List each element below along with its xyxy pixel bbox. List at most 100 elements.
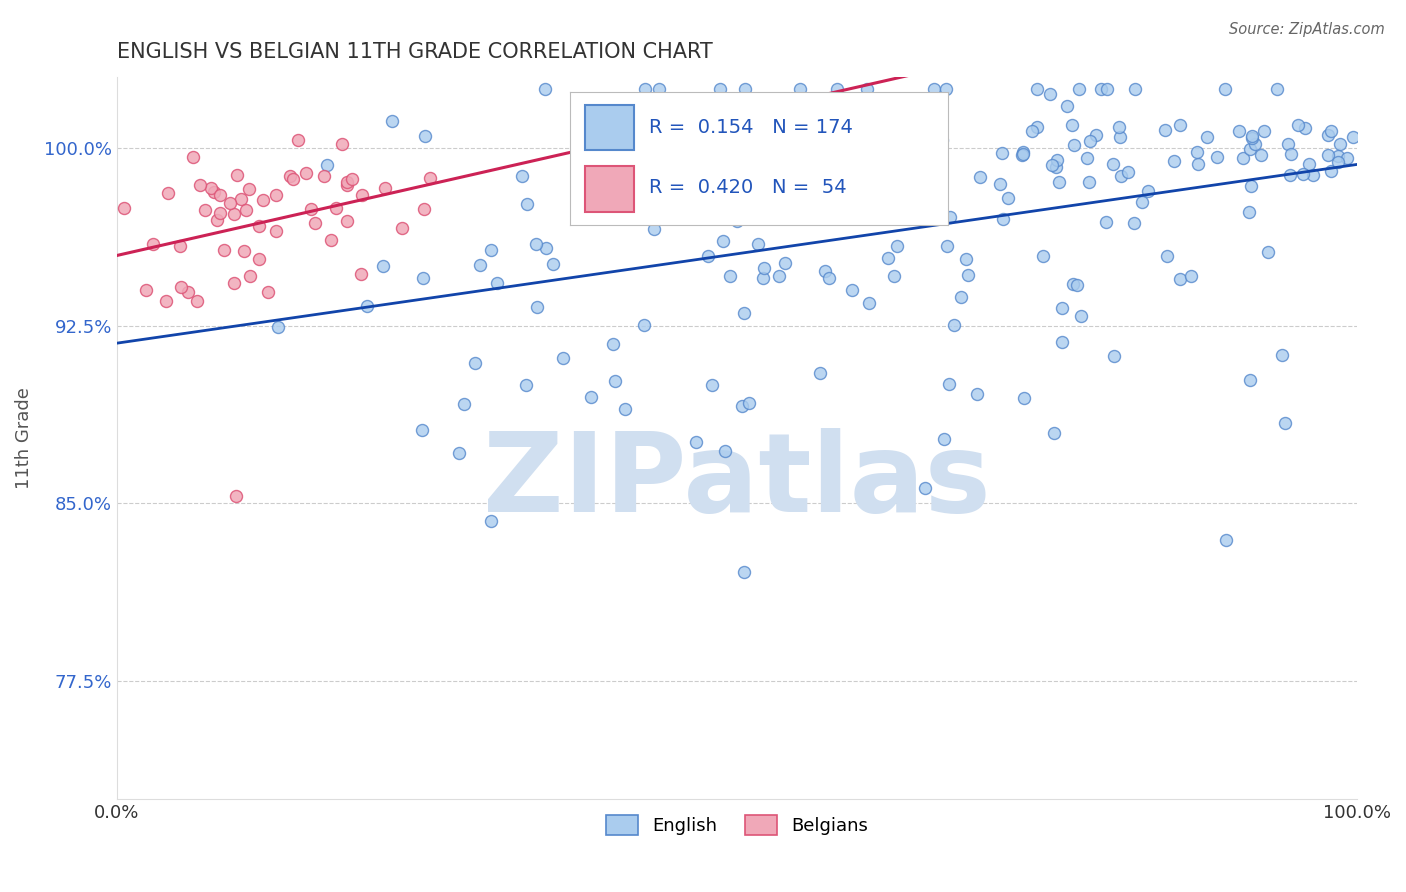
Point <box>1109 129 1132 144</box>
Point <box>412 271 434 285</box>
Point <box>1253 124 1275 138</box>
Point <box>1062 119 1084 133</box>
Point <box>314 169 336 183</box>
Point <box>924 82 946 96</box>
Point <box>1250 148 1272 162</box>
Point <box>1185 145 1208 160</box>
Point <box>304 217 326 231</box>
Text: ENGLISH VS BELGIAN 11TH GRADE CORRELATION CHART: ENGLISH VS BELGIAN 11TH GRADE CORRELATIO… <box>117 42 713 62</box>
Point <box>1336 151 1358 165</box>
Point <box>1050 301 1073 316</box>
Point <box>808 367 831 381</box>
Point <box>825 82 848 96</box>
Point <box>295 166 318 180</box>
Point <box>1326 149 1348 163</box>
Point <box>956 268 979 282</box>
Point <box>702 378 724 392</box>
Point <box>709 82 731 96</box>
Point <box>1122 216 1144 230</box>
Point <box>751 271 773 285</box>
Point <box>470 258 492 272</box>
Point <box>1078 134 1101 148</box>
Point <box>633 318 655 332</box>
Point <box>602 337 624 351</box>
Point <box>219 196 242 211</box>
Point <box>1066 277 1088 292</box>
Point <box>1045 161 1067 175</box>
Point <box>1040 158 1063 172</box>
Point <box>1195 129 1218 144</box>
Point <box>817 271 839 285</box>
Point <box>763 148 786 162</box>
Point <box>336 175 359 189</box>
Point <box>325 201 347 215</box>
Point <box>714 444 737 458</box>
Point <box>813 157 835 171</box>
Point <box>955 252 977 266</box>
Point <box>1279 146 1302 161</box>
Point <box>725 214 748 228</box>
Text: ZIPatlas: ZIPatlas <box>484 428 991 535</box>
Point <box>883 268 905 283</box>
Point <box>169 238 191 252</box>
Point <box>281 171 304 186</box>
Point <box>1215 82 1237 96</box>
Point <box>212 244 235 258</box>
Point <box>453 397 475 411</box>
Point <box>181 150 204 164</box>
Point <box>1025 120 1047 135</box>
Point <box>949 290 972 304</box>
Point <box>1136 184 1159 198</box>
Point <box>1104 349 1126 363</box>
Point <box>858 296 880 310</box>
Point <box>877 251 900 265</box>
Point <box>1286 118 1309 132</box>
Point <box>1156 249 1178 263</box>
Legend: English, Belgians: English, Belgians <box>596 806 877 844</box>
Point <box>875 143 897 157</box>
Point <box>524 237 547 252</box>
Point <box>515 378 537 392</box>
Point <box>264 223 287 237</box>
Point <box>247 219 270 233</box>
Point <box>157 186 180 200</box>
Point <box>738 396 761 410</box>
Point <box>789 201 811 215</box>
Point <box>1130 195 1153 210</box>
Point <box>1277 136 1299 151</box>
Point <box>1116 165 1139 179</box>
Point <box>1239 204 1261 219</box>
Point <box>938 377 960 392</box>
Point <box>1239 373 1261 387</box>
Point <box>233 244 256 258</box>
Point <box>1094 215 1116 229</box>
Point <box>1011 147 1033 161</box>
Point <box>997 191 1019 205</box>
Point <box>797 100 820 114</box>
Point <box>579 390 602 404</box>
Point <box>1046 153 1069 167</box>
Point <box>813 264 835 278</box>
Point <box>969 170 991 185</box>
Point <box>1011 147 1033 161</box>
Point <box>391 220 413 235</box>
Point <box>155 293 177 308</box>
Point <box>1102 157 1125 171</box>
Point <box>188 178 211 192</box>
Point <box>966 387 988 401</box>
Point <box>925 150 948 164</box>
Point <box>1215 533 1237 548</box>
Point <box>222 277 245 291</box>
Point <box>464 356 486 370</box>
Point <box>510 169 533 183</box>
Point <box>267 320 290 334</box>
Point <box>935 82 957 96</box>
Point <box>1109 169 1132 183</box>
Point <box>226 168 249 182</box>
Point <box>685 434 707 449</box>
Point <box>1123 82 1146 96</box>
Point <box>534 82 557 96</box>
Point <box>413 202 436 216</box>
Point <box>828 174 851 188</box>
Point <box>202 185 225 199</box>
